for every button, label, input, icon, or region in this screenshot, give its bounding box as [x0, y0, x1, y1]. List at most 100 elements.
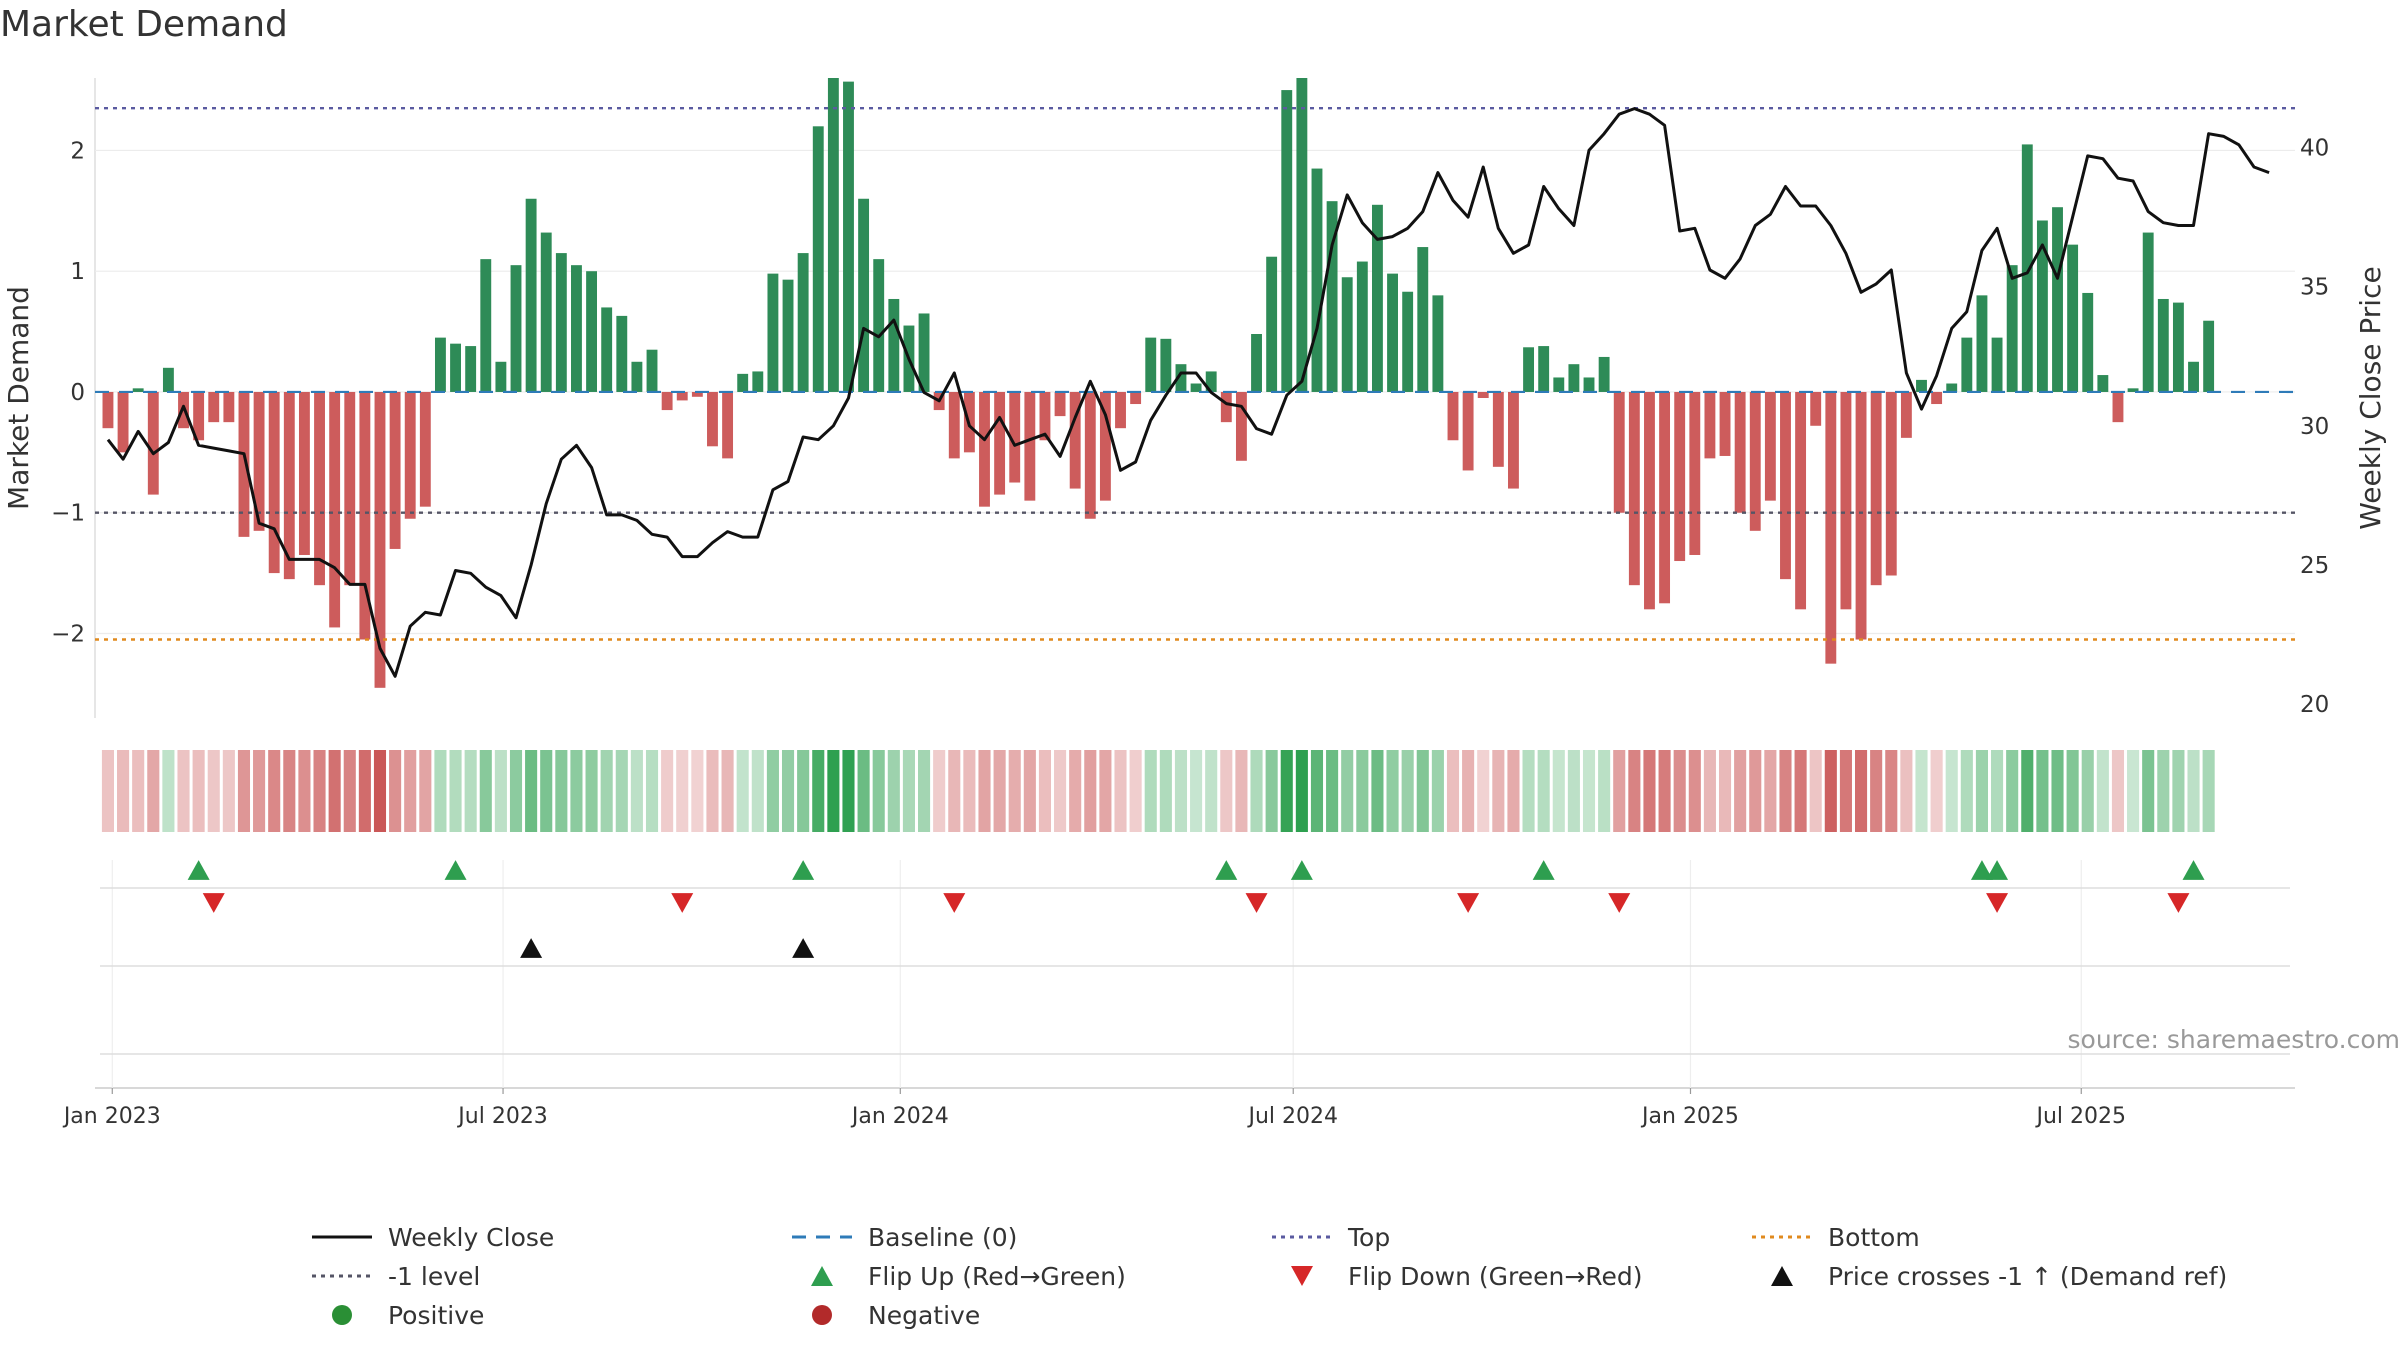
heat-strip-cell [1295, 750, 1308, 832]
demand-bar [1583, 377, 1595, 392]
demand-bar [117, 391, 129, 453]
demand-bar [540, 232, 552, 392]
demand-bar [1054, 391, 1066, 417]
demand-bar [1855, 391, 1867, 640]
demand-bar [1538, 346, 1550, 392]
demand-bar [1341, 277, 1353, 392]
demand-bar [283, 391, 295, 580]
x-tick-label: Jan 2024 [850, 1104, 949, 1129]
heat-strip-cell [1870, 750, 1883, 832]
heat-strip-cell [1235, 750, 1248, 832]
heat-strip-cell [2127, 750, 2140, 832]
heat-strip-cell [1718, 750, 1732, 832]
heat-strip-cell [117, 750, 130, 832]
demand-bar [888, 298, 900, 392]
demand-bar [1024, 391, 1036, 501]
price-cross-marker [792, 938, 815, 958]
y-left-tick-label: −1 [51, 501, 85, 527]
demand-bar [1130, 391, 1142, 405]
heat-strip-cell [525, 750, 538, 832]
demand-bar [1251, 334, 1262, 392]
heat-strip-cell [1401, 750, 1414, 832]
heat-strip-cell [615, 750, 628, 832]
heat-strip-cell [1174, 750, 1188, 832]
demand-bar [1235, 391, 1247, 461]
heat-strip-cell [1250, 750, 1263, 832]
heat-strip-cell [1159, 750, 1172, 832]
heat-strip-cell [419, 750, 432, 832]
demand-bar [1598, 356, 1610, 392]
chart-title: Market Demand [0, 4, 288, 45]
demand-bar [162, 367, 174, 392]
heat-strip-cell [1069, 750, 1082, 832]
demand-bar [571, 265, 582, 392]
heat-strip-cell [1658, 750, 1671, 832]
demand-bar [480, 259, 492, 392]
heat-strip-cell [1703, 750, 1716, 832]
demand-bar [1674, 391, 1686, 562]
demand-bar [1492, 391, 1504, 467]
heat-strip-cell [313, 750, 326, 832]
heat-strip-cell [283, 750, 296, 832]
heat-strip-cell [404, 750, 417, 832]
heat-strip-cell [464, 750, 477, 832]
demand-bar [1311, 168, 1323, 392]
heat-strip-cell [978, 750, 991, 832]
heat-strip-cell [1220, 750, 1233, 832]
heat-strip-cell [1008, 750, 1021, 832]
demand-bar [1220, 391, 1232, 423]
heat-strip-cell [1779, 750, 1792, 832]
heat-strip-cell [1809, 750, 1822, 832]
heat-strip-cell [691, 750, 704, 832]
demand-bar [722, 391, 734, 459]
heat-strip-cell [630, 750, 643, 832]
heat-strip-cell [1567, 750, 1580, 832]
heat-strip-cell [812, 750, 825, 832]
heat-strip-cell [842, 750, 855, 832]
demand-bar [767, 273, 779, 392]
flip-up-marker [2182, 860, 2205, 880]
demand-bar [646, 349, 658, 392]
demand-bar [419, 391, 431, 507]
demand-bar [1628, 391, 1640, 586]
demand-bar [827, 78, 839, 392]
heat-strip-cell [162, 750, 175, 832]
heat-strip-cell [736, 750, 749, 832]
demand-bar [329, 391, 341, 628]
heat-strip-cell [1855, 750, 1868, 832]
demand-bar [344, 391, 356, 586]
demand-bar [1885, 391, 1897, 576]
heat-strip-cell [389, 750, 402, 832]
demand-bar [1825, 391, 1837, 664]
heat-strip-cell [1673, 750, 1686, 832]
demand-bar [1266, 256, 1278, 392]
demand-bar [147, 391, 159, 495]
demand-bar [918, 313, 930, 392]
demand-bar [812, 126, 824, 392]
demand-bar [495, 361, 507, 392]
x-tick-label: Jul 2024 [1246, 1104, 1338, 1129]
demand-bar [1644, 391, 1655, 610]
y-left-axis-title: Market Demand [2, 286, 35, 510]
demand-bar [994, 391, 1006, 495]
demand-bar [948, 391, 960, 459]
heat-strip-cell [676, 750, 689, 832]
heat-strip-cell [1310, 750, 1324, 832]
demand-bar [1613, 391, 1625, 513]
flip-up-marker [1290, 860, 1313, 880]
flip-down-marker [1245, 893, 1268, 913]
heat-strip-cell [1205, 750, 1218, 832]
heat-strip-cell [2142, 750, 2155, 832]
demand-bar [1900, 391, 1912, 438]
flip-down-marker [671, 893, 694, 913]
heat-strip-cell [1326, 750, 1339, 832]
demand-bar [1659, 391, 1671, 604]
demand-bar [661, 391, 673, 411]
heat-strip-cell [540, 750, 553, 832]
demand-bar [1084, 391, 1096, 519]
demand-bar [1508, 391, 1519, 489]
heat-strip-cell [1023, 750, 1036, 832]
demand-bar [2112, 391, 2124, 423]
heat-strip-cell [1552, 750, 1565, 832]
heat-strip-cell [993, 750, 1006, 832]
